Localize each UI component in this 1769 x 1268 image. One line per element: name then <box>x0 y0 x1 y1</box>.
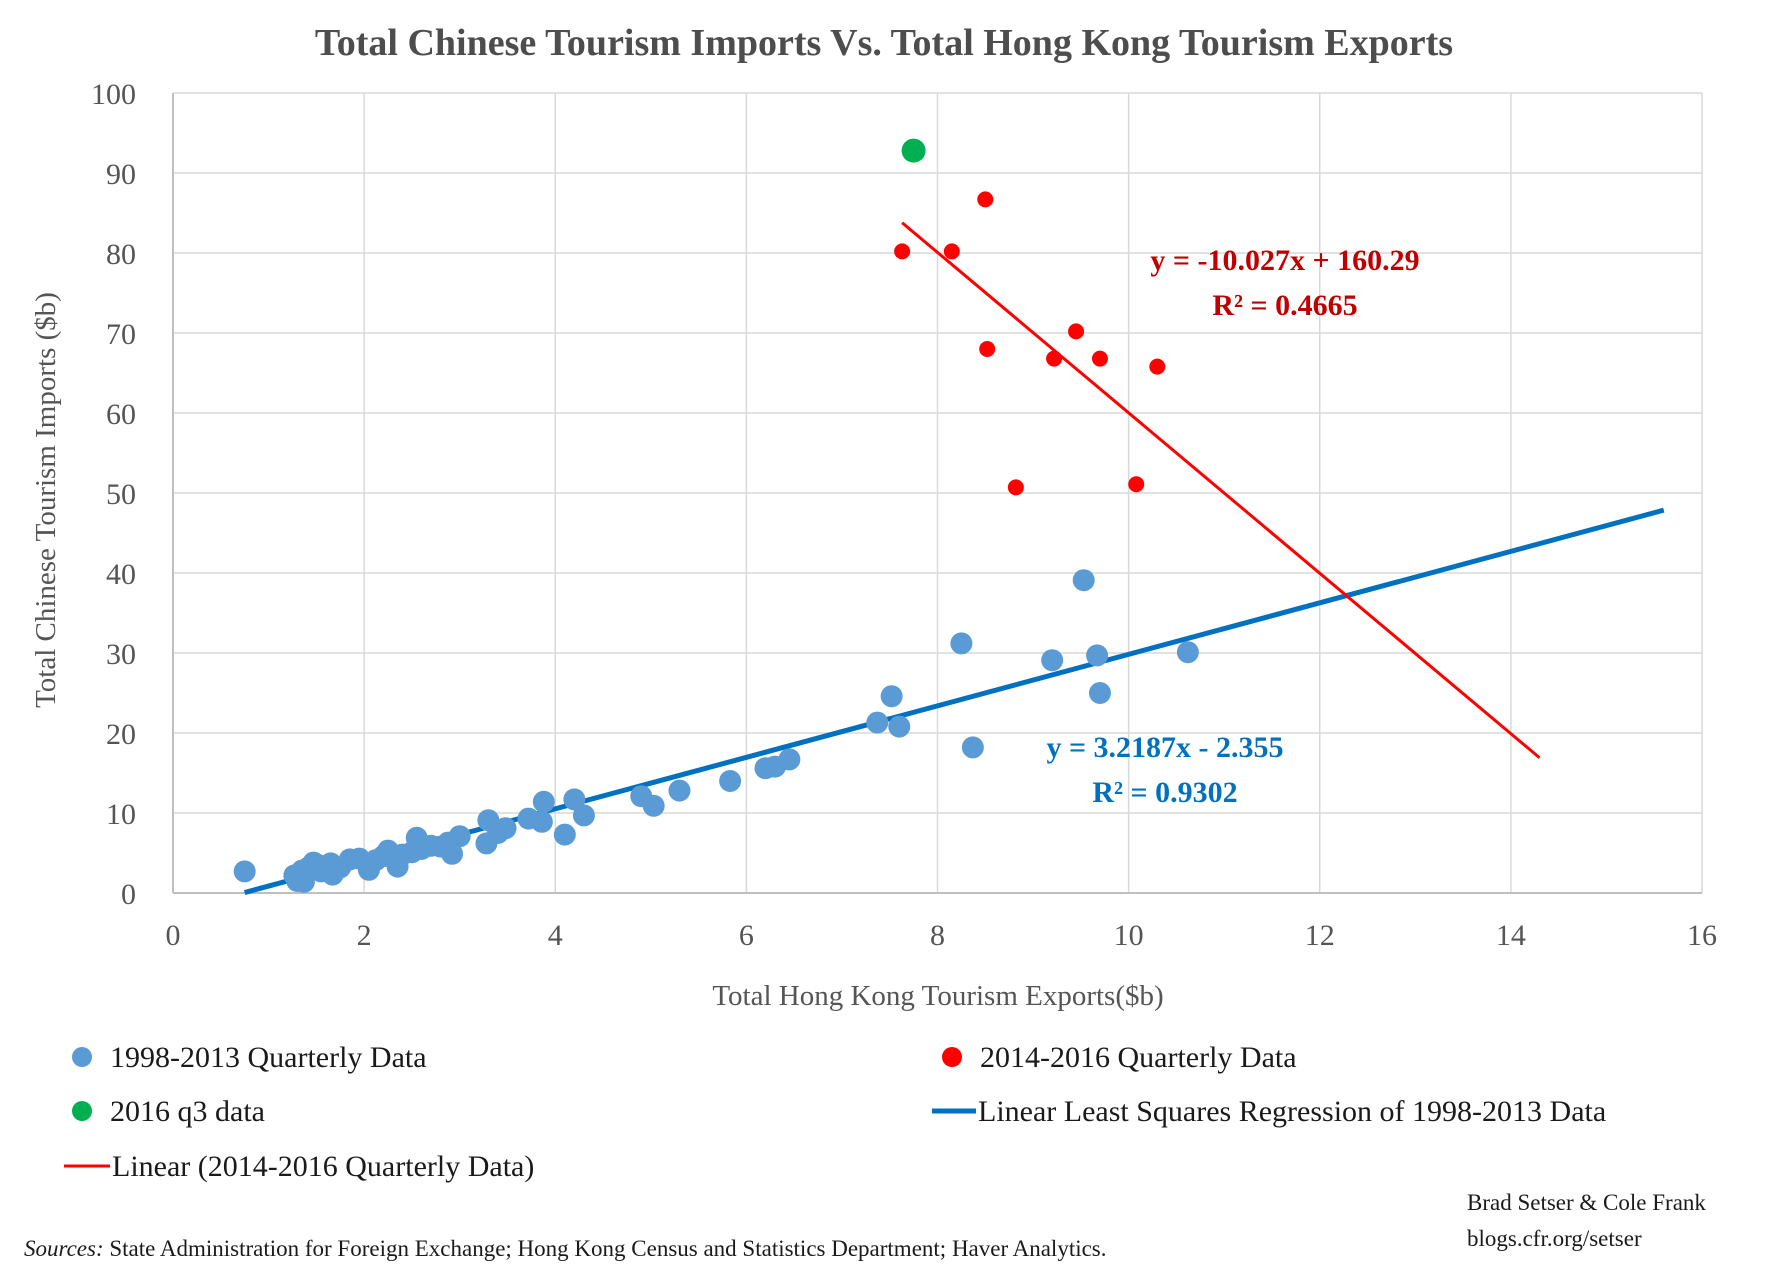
legend: 1998-2013 Quarterly Data 2014-2016 Quart… <box>64 1041 1606 1183</box>
x-tick-label: 16 <box>1687 919 1717 952</box>
blue-trendline-r-squared: R² = 0.9302 <box>1092 776 1237 809</box>
point-1998-2013 <box>719 770 742 792</box>
y-tick-label: 20 <box>106 718 136 751</box>
point-1998-2013 <box>441 842 464 865</box>
x-tick-label: 12 <box>1305 919 1335 952</box>
grid-lines <box>172 92 1703 894</box>
red-trendline-equation: y = -10.027x + 160.29 <box>1150 244 1419 277</box>
data-points <box>233 138 1199 893</box>
trendlines <box>244 221 1665 895</box>
point-1998-2013 <box>448 825 471 848</box>
point-1998-2013 <box>494 817 517 840</box>
legend-item-1998-2013: 1998-2013 Quarterly Data <box>72 1041 427 1074</box>
legend-label: Linear (2014-2016 Quarterly Data) <box>112 1150 534 1183</box>
sources-note: Sources: State Administration for Foreig… <box>24 1236 1107 1261</box>
x-tick-label: 0 <box>166 919 181 952</box>
legend-label: 2016 q3 data <box>110 1095 265 1128</box>
blue-regression-line <box>244 507 1665 895</box>
point-1998-2013 <box>1086 644 1109 667</box>
y-tick-label: 100 <box>91 78 136 111</box>
point-1998-2013 <box>530 810 553 833</box>
point-2014-2016 <box>1128 476 1145 493</box>
x-tick-label: 2 <box>357 919 372 952</box>
y-tick-labels: 0 10 20 30 40 50 60 70 80 90 100 <box>91 78 136 911</box>
point-1998-2013 <box>961 736 984 759</box>
legend-label: 2014-2016 Quarterly Data <box>980 1041 1297 1074</box>
y-tick-label: 90 <box>106 158 136 191</box>
y-tick-label: 0 <box>121 878 136 911</box>
y-tick-label: 10 <box>106 798 136 831</box>
legend-item-blue-regression: Linear Least Squares Regression of 1998-… <box>932 1095 1606 1128</box>
x-tick-label: 14 <box>1496 919 1526 952</box>
point-1998-2013 <box>888 715 911 738</box>
point-2014-2016 <box>1149 358 1166 375</box>
point-1998-2013 <box>233 860 256 883</box>
point-2014-2016 <box>894 243 911 260</box>
point-2014-2016 <box>943 243 960 260</box>
point-2014-2016 <box>979 341 996 357</box>
x-tick-label: 6 <box>739 919 754 952</box>
x-axis-label: Total Hong Kong Tourism Exports($b) <box>712 980 1163 1012</box>
point-2014-2016 <box>1091 350 1108 367</box>
y-tick-label: 80 <box>106 238 136 271</box>
blog-url: blogs.cfr.org/setser <box>1467 1226 1642 1251</box>
point-1998-2013 <box>950 632 973 655</box>
point-1998-2013 <box>1088 682 1111 704</box>
y-tick-label: 40 <box>106 558 136 591</box>
blue-trendline-equation: y = 3.2187x - 2.355 <box>1046 731 1283 764</box>
author-credit: Brad Setser & Cole Frank <box>1467 1190 1706 1215</box>
red-regression-line <box>901 221 1541 759</box>
x-tick-label: 8 <box>930 919 945 952</box>
point-1998-2013 <box>553 823 576 846</box>
point-1998-2013 <box>880 685 903 708</box>
point-2014-2016 <box>1007 479 1024 496</box>
y-tick-label: 60 <box>106 398 136 431</box>
point-1998-2013 <box>642 794 665 817</box>
point-2014-2016 <box>1068 323 1085 340</box>
point-1998-2013 <box>1176 641 1199 664</box>
point-2014-2016 <box>977 191 994 208</box>
point-1998-2013 <box>572 804 595 827</box>
legend-item-2016-q3: 2016 q3 data <box>72 1095 265 1128</box>
x-tick-labels: 0 2 4 6 8 10 12 14 16 <box>166 919 1718 952</box>
point-1998-2013 <box>1072 569 1095 592</box>
y-tick-label: 30 <box>106 638 136 671</box>
legend-label: Linear Least Squares Regression of 1998-… <box>978 1095 1606 1128</box>
legend-marker-green-dot <box>72 1101 92 1121</box>
sources-text: State Administration for Foreign Exchang… <box>104 1236 1107 1261</box>
legend-item-2014-2016: 2014-2016 Quarterly Data <box>942 1041 1297 1074</box>
y-tick-label: 50 <box>106 478 136 511</box>
point-1998-2013 <box>778 748 801 771</box>
x-tick-label: 10 <box>1114 919 1144 952</box>
point-1998-2013 <box>563 788 586 811</box>
chart-title: Total Chinese Tourism Imports Vs. Total … <box>315 22 1453 64</box>
point-1998-2013 <box>866 711 889 734</box>
point-2014-2016 <box>1046 350 1063 367</box>
legend-marker-red-dot <box>942 1047 962 1067</box>
point-2016-q3 <box>901 138 926 163</box>
sources-label: Sources: <box>24 1236 104 1261</box>
axes <box>172 93 1702 894</box>
point-1998-2013 <box>668 779 691 802</box>
x-tick-label: 4 <box>548 919 563 952</box>
point-1998-2013 <box>532 790 555 813</box>
red-trendline-r-squared: R² = 0.4665 <box>1212 289 1357 322</box>
y-tick-label: 70 <box>106 318 136 351</box>
y-axis-label: Total Chinese Tourism Imports ($b) <box>30 292 62 708</box>
legend-marker-blue-dot <box>72 1047 92 1067</box>
legend-label: 1998-2013 Quarterly Data <box>110 1041 427 1074</box>
point-1998-2013 <box>1041 649 1064 672</box>
legend-item-red-regression: Linear (2014-2016 Quarterly Data) <box>64 1150 534 1183</box>
